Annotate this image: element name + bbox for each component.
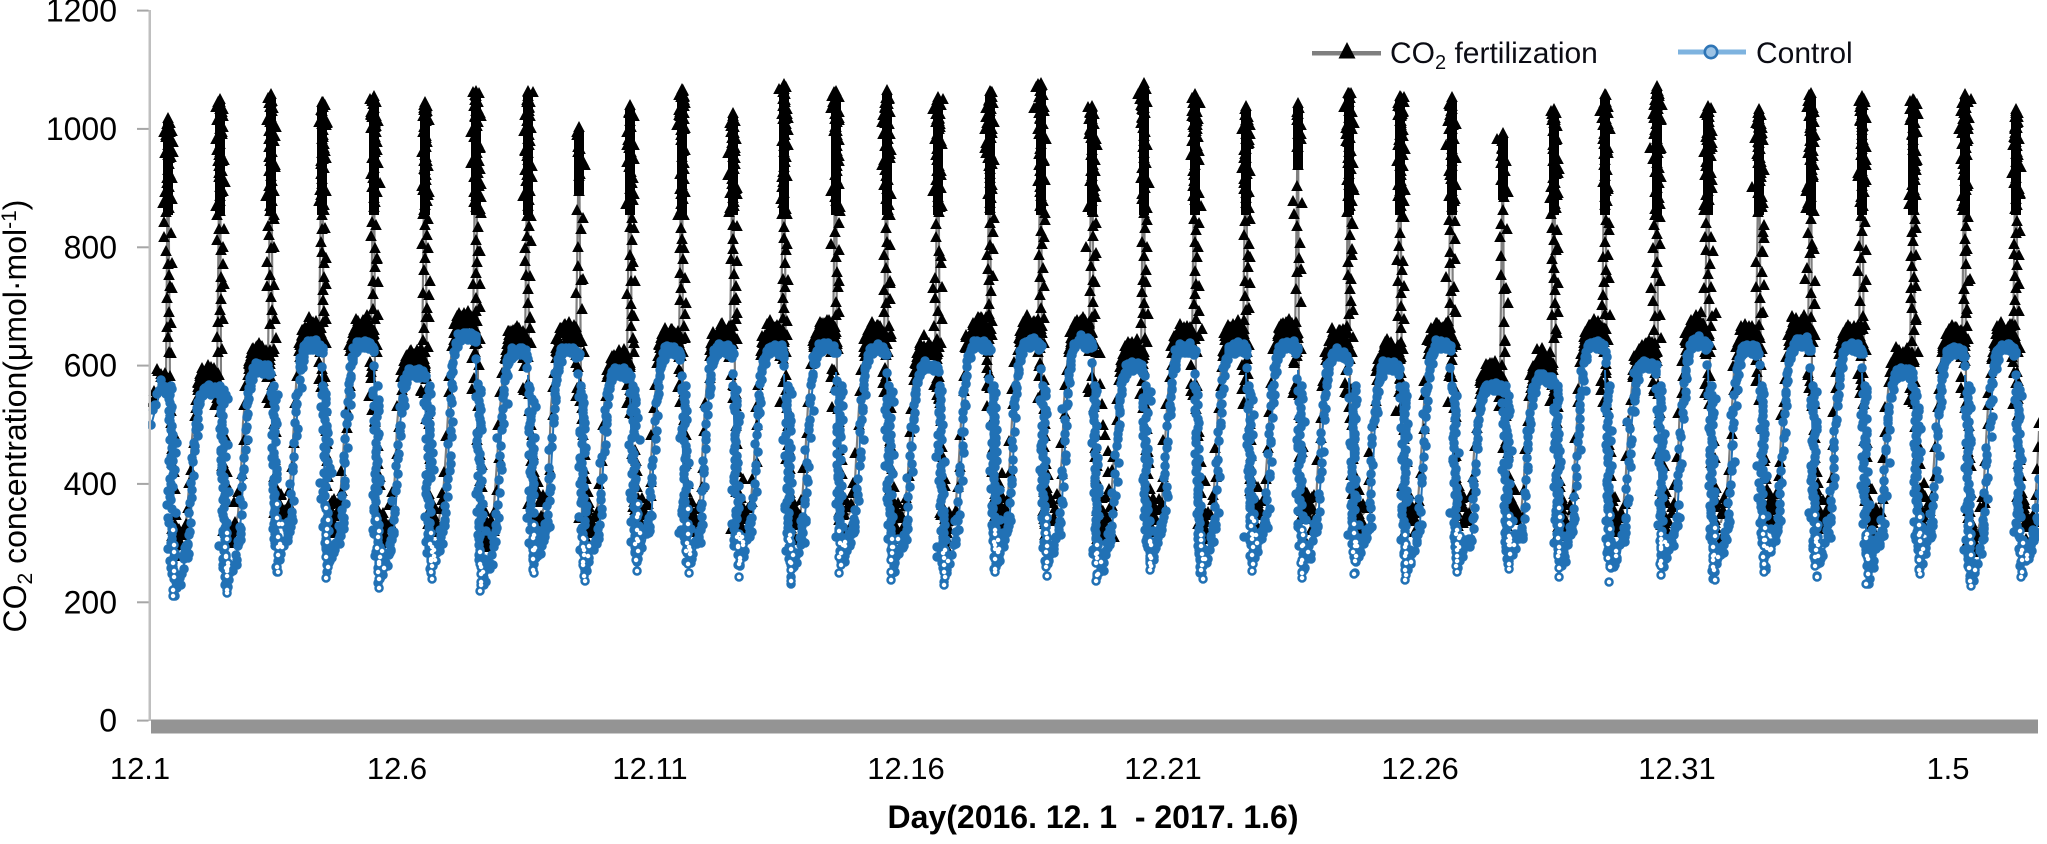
svg-text:0: 0 bbox=[99, 703, 117, 739]
svg-text:800: 800 bbox=[64, 229, 117, 265]
svg-text:12.1: 12.1 bbox=[110, 751, 170, 786]
svg-text:Control: Control bbox=[1756, 37, 1853, 70]
svg-text:12.6: 12.6 bbox=[367, 751, 427, 786]
svg-text:400: 400 bbox=[64, 466, 117, 502]
svg-text:12.31: 12.31 bbox=[1638, 751, 1716, 786]
svg-text:1200: 1200 bbox=[46, 0, 117, 29]
svg-text:600: 600 bbox=[64, 348, 117, 384]
svg-text:12.11: 12.11 bbox=[612, 751, 687, 786]
svg-text:12.21: 12.21 bbox=[1124, 751, 1202, 786]
svg-text:CO2 fertilization: CO2 fertilization bbox=[1390, 37, 1598, 74]
svg-text:12.16: 12.16 bbox=[867, 751, 945, 786]
svg-text:1.5: 1.5 bbox=[1926, 751, 1969, 786]
svg-text:1000: 1000 bbox=[46, 111, 117, 147]
svg-text:12.26: 12.26 bbox=[1381, 751, 1459, 786]
svg-text:CO2 concentration(μmol·mol-1): CO2 concentration(μmol·mol-1) bbox=[0, 200, 37, 633]
svg-text:Day(2016. 12. 1 - 2017. 1.6): Day(2016. 12. 1 - 2017. 1.6) bbox=[888, 799, 1299, 835]
svg-text:200: 200 bbox=[64, 584, 117, 620]
